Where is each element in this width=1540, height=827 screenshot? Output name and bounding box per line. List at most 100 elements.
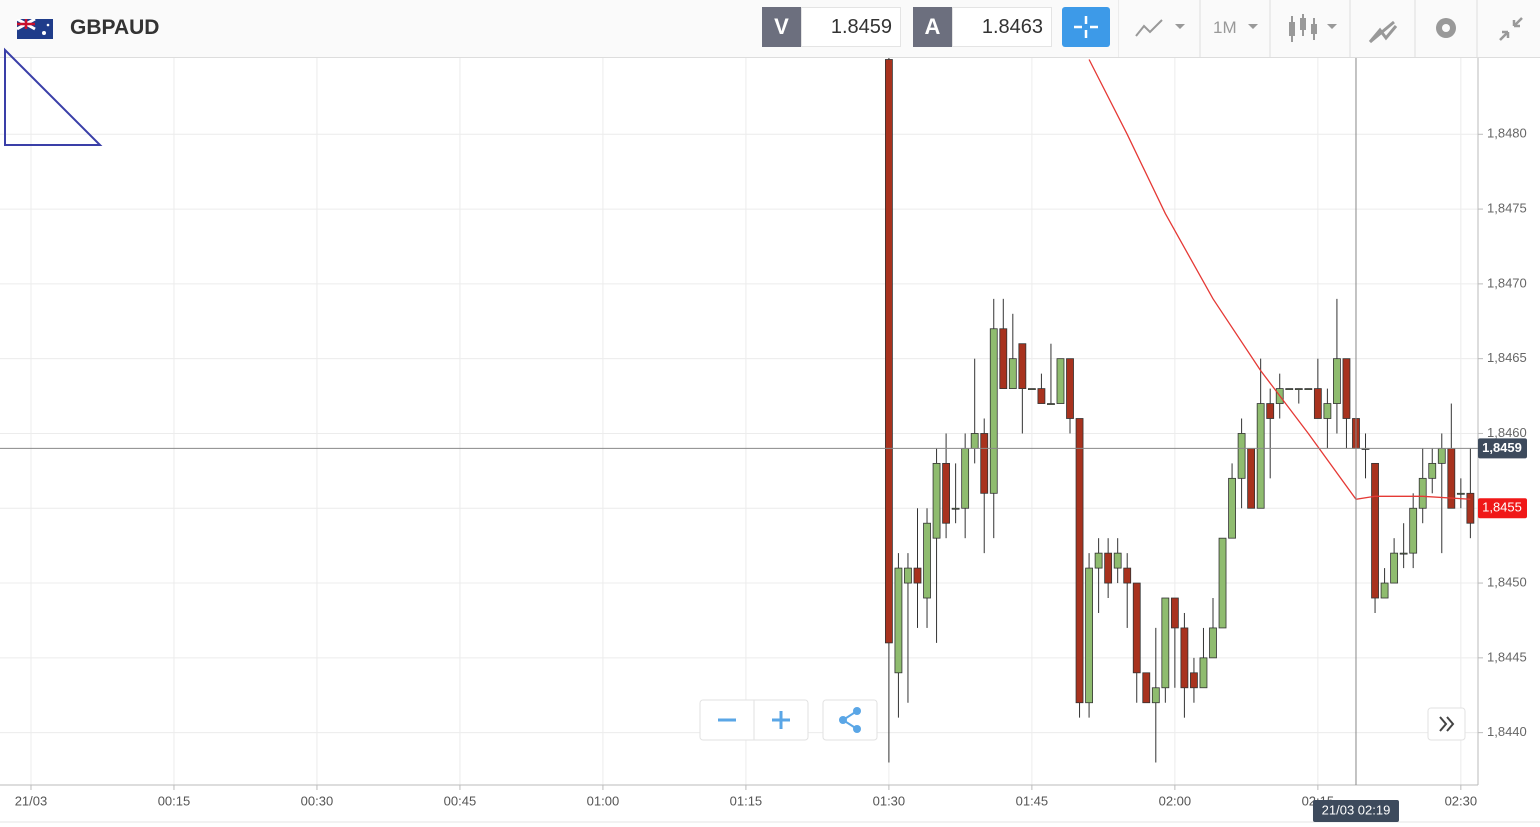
candle-body xyxy=(1466,492,1475,524)
candle-body xyxy=(1399,552,1408,555)
candle-body xyxy=(970,433,979,449)
candle-body xyxy=(1027,388,1036,390)
y-tick-label: 1,8475 xyxy=(1487,201,1527,216)
candle-body xyxy=(884,59,893,644)
candle-body xyxy=(932,462,941,539)
candle-body xyxy=(1380,582,1389,599)
last-price-box xyxy=(1478,498,1527,519)
candle-body xyxy=(1209,627,1217,659)
candle-body xyxy=(961,448,970,509)
candle-body xyxy=(1409,507,1418,554)
candle-body xyxy=(1428,462,1437,479)
crosshair-y-box xyxy=(1478,438,1527,459)
candle-body xyxy=(1437,448,1446,464)
crosshair-x-label: 21/03 02:19 xyxy=(1322,802,1391,817)
x-tick-label: 01:30 xyxy=(873,793,906,808)
drawing-triangle[interactable] xyxy=(4,47,103,146)
candle-body xyxy=(1161,597,1170,689)
x-tick-label: 02:30 xyxy=(1445,793,1478,808)
x-tick-label: 00:45 xyxy=(444,793,477,808)
sell-price[interactable]: 1.8459 xyxy=(801,7,901,47)
candle-body xyxy=(1371,462,1379,599)
y-tick-label: 1,8445 xyxy=(1487,649,1527,664)
chart-type-icon[interactable] xyxy=(1289,14,1317,42)
x-tick-label: 01:45 xyxy=(1016,793,1049,808)
candle-body xyxy=(1237,433,1246,479)
x-tick-label: 02:00 xyxy=(1159,793,1192,808)
indicator-icon[interactable] xyxy=(1135,19,1163,37)
crosshair-x-box xyxy=(1312,800,1399,822)
candle-body xyxy=(1008,358,1017,389)
candle-body xyxy=(1151,687,1160,704)
candle-body xyxy=(1294,388,1303,390)
candle-body xyxy=(923,522,931,599)
flag xyxy=(17,19,53,39)
candle-body xyxy=(913,567,922,584)
symbol: GBPAUD xyxy=(70,16,160,39)
candle-body xyxy=(1066,358,1074,419)
candle-body xyxy=(942,462,950,524)
buy-label[interactable]: A xyxy=(913,7,952,47)
candle-body xyxy=(1190,672,1198,689)
scroll-end[interactable] xyxy=(1439,716,1455,732)
timeframe[interactable]: 1M xyxy=(1213,18,1237,37)
candle-body xyxy=(1170,597,1179,629)
candle-body xyxy=(1104,552,1113,584)
candle-body xyxy=(1342,358,1351,419)
candle-body xyxy=(980,433,989,494)
candle-body xyxy=(1047,403,1055,405)
candle-body xyxy=(1447,448,1456,509)
candle-body xyxy=(1304,388,1313,390)
candle-body xyxy=(1266,403,1275,419)
candle-body xyxy=(951,507,960,510)
candle-body xyxy=(1418,477,1427,509)
candle-body xyxy=(1142,672,1151,704)
candle-body xyxy=(1199,657,1208,689)
x-tick-label: 00:30 xyxy=(301,793,334,808)
header: GBPAUD V 1.8459 A 1.8463 1M xyxy=(0,0,1540,58)
candle-body xyxy=(1247,448,1256,509)
candle-body xyxy=(989,328,998,494)
crosshair-y-label: 1,8459 xyxy=(1482,440,1522,455)
zoom-controls xyxy=(699,699,1466,741)
candle-body xyxy=(904,567,912,584)
candle-body xyxy=(999,328,1008,389)
y-tick-label: 1,8470 xyxy=(1487,275,1527,290)
x-tick-label: 00:15 xyxy=(158,793,191,808)
buy-price[interactable]: 1.8463 xyxy=(952,7,1052,47)
candle-body xyxy=(1056,358,1065,404)
y-tick-label: 1,8465 xyxy=(1487,350,1527,365)
candle-body xyxy=(1132,582,1141,674)
y-tick-label: 1,8480 xyxy=(1487,126,1527,141)
candle-body xyxy=(1180,627,1189,689)
sell-label[interactable]: V xyxy=(762,7,801,47)
x-tick-label: 21/03 xyxy=(15,793,48,808)
toolbar-icons xyxy=(1118,0,1523,57)
candle-body xyxy=(1256,403,1265,509)
candle-body xyxy=(1113,552,1122,569)
candle-body xyxy=(1390,552,1399,584)
y-tick-label: 1,8440 xyxy=(1487,724,1527,739)
candle-body xyxy=(1285,388,1294,390)
candle-body xyxy=(1323,403,1332,419)
collapse-icon[interactable] xyxy=(1499,17,1523,41)
candle-body xyxy=(1037,388,1046,404)
candle-body xyxy=(1333,358,1341,404)
candle-body xyxy=(1085,567,1093,704)
y-tick-label: 1,8460 xyxy=(1487,425,1527,440)
last-price-label: 1,8455 xyxy=(1482,500,1522,515)
draw-icon[interactable] xyxy=(1368,20,1398,44)
crosshair-button[interactable] xyxy=(1062,7,1110,47)
candle-body xyxy=(1075,418,1084,704)
x-tick-label: 01:00 xyxy=(587,793,620,808)
zoom-in[interactable] xyxy=(772,711,790,729)
candle-body xyxy=(1218,537,1227,629)
x-tick-label: 01:15 xyxy=(730,793,763,808)
share[interactable] xyxy=(839,707,861,733)
moving-average xyxy=(1088,59,1471,500)
candle-body xyxy=(1456,492,1465,495)
candle-body xyxy=(1094,552,1103,569)
candle-body xyxy=(1228,477,1236,539)
